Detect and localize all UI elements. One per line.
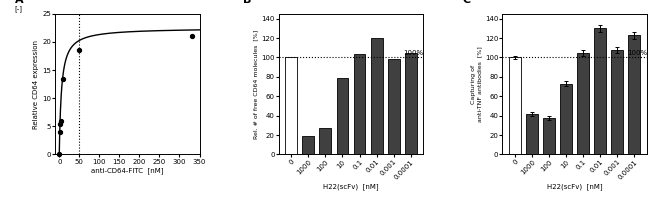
Text: C: C: [462, 0, 470, 5]
Point: [55, 122, 65, 125]
Y-axis label: Rel. # of free CD64 molecules  [%]: Rel. # of free CD64 molecules [%]: [254, 30, 259, 139]
Bar: [387, 59, 400, 154]
Text: B: B: [243, 0, 251, 5]
Point: [187, 35, 197, 38]
Y-axis label: Relative CD64 expression: Relative CD64 expression: [33, 40, 39, 129]
Text: 100%: 100%: [403, 50, 423, 56]
X-axis label: H22(scFv)  [nM]: H22(scFv) [nM]: [323, 183, 379, 190]
Bar: [509, 57, 521, 154]
Text: [-]: [-]: [15, 6, 23, 12]
Y-axis label: Capturing of
anti-TNF antibodies  [%]: Capturing of anti-TNF antibodies [%]: [471, 46, 482, 122]
Point: [54, 153, 64, 156]
Bar: [302, 136, 315, 154]
Bar: [629, 35, 640, 154]
Bar: [320, 128, 332, 154]
Point: [55, 130, 65, 133]
Point: [56, 119, 66, 122]
Text: 100%: 100%: [627, 50, 647, 56]
Bar: [577, 53, 589, 154]
X-axis label: H22(scFv)  [nM]: H22(scFv) [nM]: [547, 183, 603, 190]
Bar: [354, 54, 365, 154]
Bar: [337, 78, 348, 154]
Bar: [594, 28, 606, 154]
Point: [74, 49, 85, 52]
Bar: [285, 57, 297, 154]
Bar: [560, 84, 572, 154]
Bar: [370, 38, 382, 154]
Bar: [405, 53, 417, 154]
X-axis label: anti-CD64-FITC  [nM]: anti-CD64-FITC [nM]: [91, 167, 164, 174]
Point: [58, 77, 68, 80]
Text: A: A: [15, 0, 23, 5]
Bar: [543, 118, 555, 154]
Bar: [526, 114, 538, 154]
Bar: [611, 50, 623, 154]
